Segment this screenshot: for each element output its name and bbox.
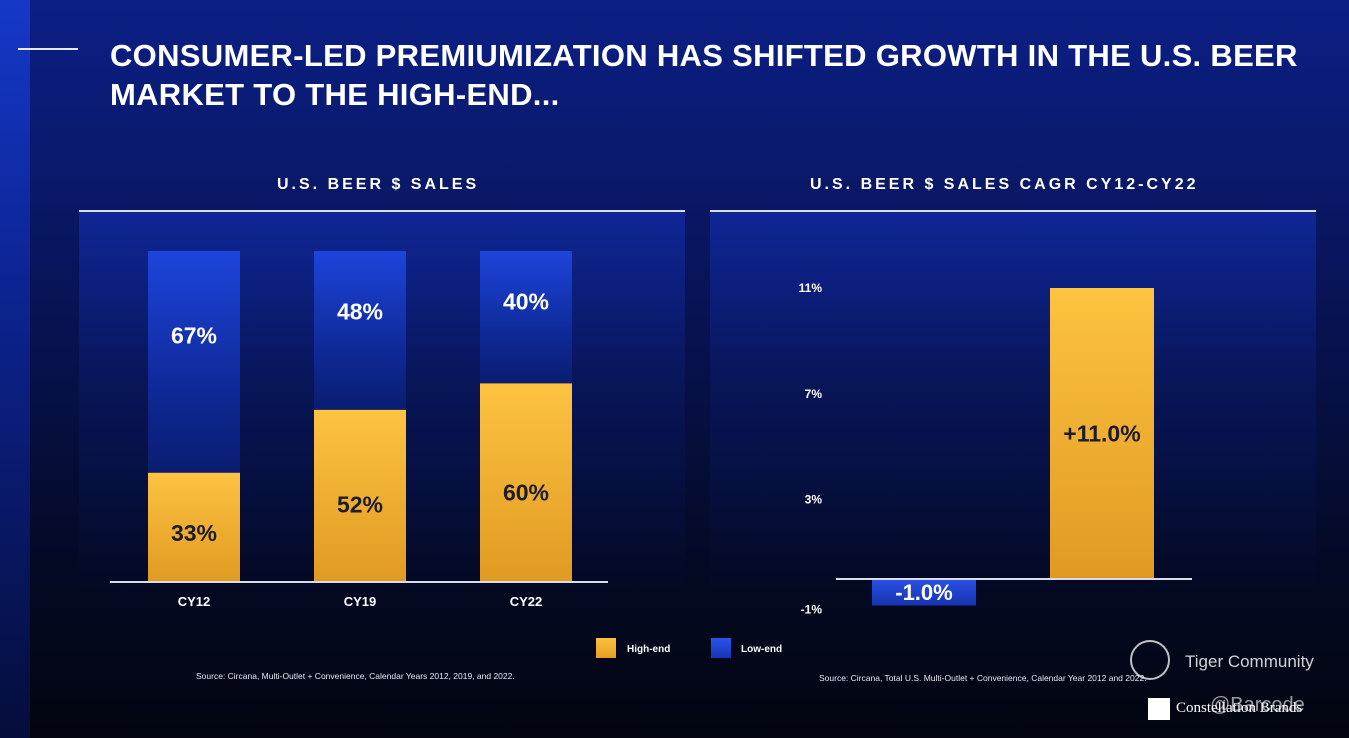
data-label-high-end-cy19: 52% — [337, 492, 383, 518]
watermark-handle: @Barcode — [1210, 694, 1305, 716]
bar-low-end-cy12 — [148, 251, 240, 473]
y-tick-0: -1% — [801, 602, 823, 616]
chart2-panel — [710, 212, 1316, 590]
bar-high-end-cy12 — [148, 472, 240, 582]
slide-title: CONSUMER-LED PREMIUMIZATION HAS SHIFTED … — [110, 36, 1310, 114]
x-tick-cy19: CY19 — [344, 594, 377, 609]
data-label-low-end-cy12: 67% — [171, 322, 217, 348]
chart1-source: Source: Circana, Multi-Outlet + Convenie… — [196, 671, 515, 681]
chart1-baseline — [110, 581, 608, 583]
watermark-text: Tiger Community — [1185, 652, 1314, 671]
bar-high-end-cy22 — [480, 383, 572, 582]
bar-cagr-high-end — [1050, 288, 1154, 579]
y-tick-2: 7% — [805, 387, 823, 401]
chart2-top-rule — [710, 210, 1316, 212]
chart2-title: U.S. BEER $ SALES CAGR CY12-CY22 — [810, 176, 1199, 193]
slide-title-line2: MARKET TO THE HIGH-END... — [110, 77, 560, 112]
brand-name: Constellation Brands — [1176, 700, 1303, 716]
star-icon — [1148, 698, 1170, 720]
slide-title-line1: CONSUMER-LED PREMIUMIZATION HAS SHIFTED … — [110, 38, 1298, 73]
legend-low-end-label: Low-end — [741, 644, 783, 655]
legend-high-end-label: High-end — [627, 644, 671, 655]
bar-high-end-cy19 — [314, 409, 406, 582]
bar-low-end-cy22 — [480, 251, 572, 384]
legend-low-end-swatch — [711, 638, 731, 658]
x-tick-cy22: CY22 — [510, 594, 543, 609]
chart2-baseline — [836, 578, 1192, 580]
data-label-cagr-high-end: +11.0% — [1063, 421, 1140, 447]
title-accent-rule — [18, 48, 78, 50]
data-label-cagr-low-end: -1.0% — [895, 580, 952, 605]
tiger-community-watermark: Tiger Community — [1130, 640, 1330, 684]
data-label-high-end-cy12: 33% — [171, 520, 217, 546]
data-label-high-end-cy22: 60% — [503, 480, 549, 506]
chart1-top-rule — [79, 210, 685, 212]
y-tick-1: 3% — [805, 493, 823, 507]
data-label-low-end-cy19: 48% — [337, 298, 383, 324]
bar-low-end-cy19 — [314, 251, 406, 410]
bar-cagr-low-end — [872, 579, 976, 606]
x-tick-cy12: CY12 — [178, 594, 211, 609]
left-accent-strip — [0, 0, 30, 738]
chart2-source: Source: Circana, Total U.S. Multi-Outlet… — [819, 673, 1147, 683]
y-tick-3: 11% — [799, 281, 823, 295]
chart1-title: U.S. BEER $ SALES — [277, 176, 480, 193]
tiger-logo-icon — [1130, 640, 1170, 680]
legend-high-end-swatch — [596, 638, 616, 658]
data-label-low-end-cy22: 40% — [503, 288, 549, 314]
